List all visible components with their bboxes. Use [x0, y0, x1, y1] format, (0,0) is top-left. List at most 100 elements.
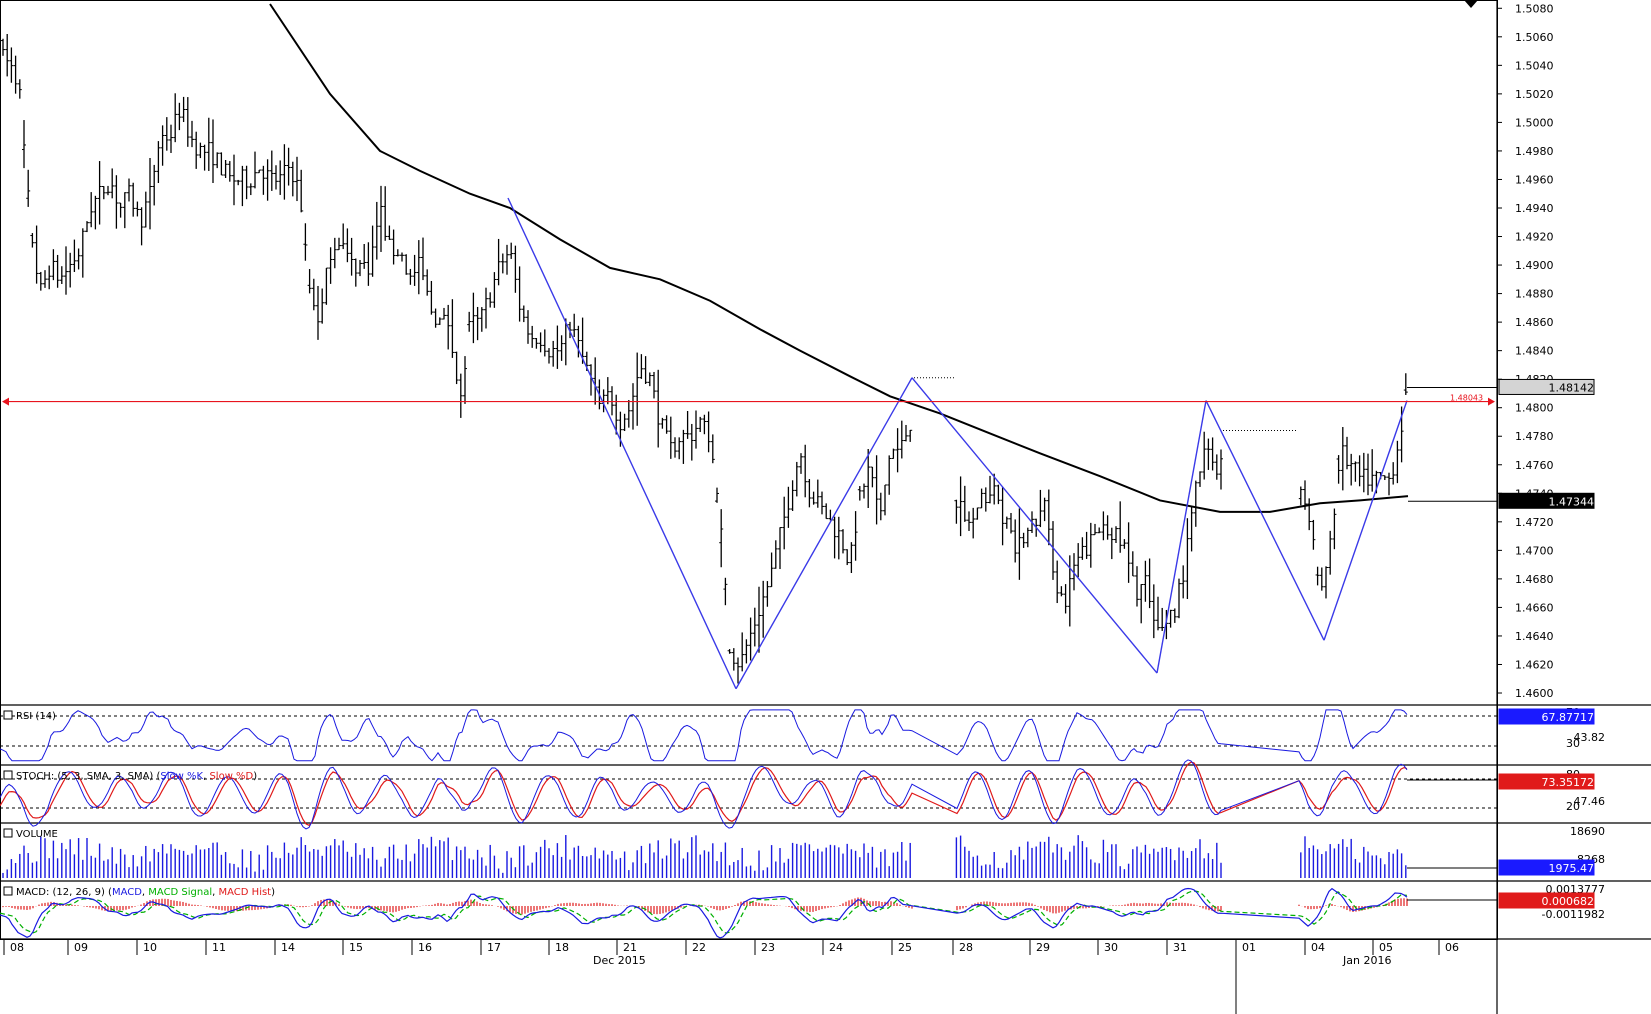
price-bar [786, 486, 791, 528]
price-bar [639, 354, 644, 379]
price-bar [38, 271, 43, 291]
price-bar [731, 648, 736, 671]
price-bar [899, 420, 904, 459]
price-bar [194, 131, 199, 169]
price-bar [110, 168, 115, 199]
price-bar [47, 265, 52, 290]
value-labels: 1.48142 1.47344 67.87717 73.35172 1975.47 0.0… [1464, 0, 1595, 909]
price-bar [1193, 480, 1198, 527]
price-tick-label: 1.4840 [1515, 345, 1554, 358]
price-tick-label: 1.4700 [1515, 544, 1554, 557]
stoch-value: 73.35172 [1542, 776, 1595, 789]
price-tick-label: 1.5060 [1515, 31, 1554, 44]
price-bar [1147, 558, 1152, 609]
moving-average [269, 3, 1409, 513]
price-bar [1172, 608, 1177, 623]
price-bar [555, 325, 560, 369]
price-bar [152, 164, 157, 206]
price-bar [1349, 453, 1354, 486]
price-bar [488, 292, 493, 308]
price-bar [362, 244, 367, 269]
price-bar [1336, 455, 1341, 484]
price-bar [408, 268, 413, 285]
price-bar [1013, 519, 1018, 563]
price-bar [299, 169, 304, 213]
price-bar [1, 38, 5, 56]
price-bar [454, 351, 459, 385]
price-bar [715, 487, 719, 503]
price-tick-label: 1.4680 [1515, 573, 1554, 586]
price-bar [1353, 461, 1358, 482]
moving-average-label: 1.47344 [1549, 495, 1595, 508]
price-bar [1118, 501, 1123, 553]
price-bar [1122, 539, 1127, 549]
label-part: MACD Hist [219, 887, 272, 898]
price-bar [765, 581, 770, 607]
price-bar [345, 228, 350, 263]
price-bar [458, 373, 463, 418]
label-part: MACD Signal [148, 887, 212, 898]
price-bar [17, 79, 22, 99]
price-bar [1072, 553, 1076, 591]
price-bar [1298, 486, 1303, 506]
macd-tick-label: -0.0011982 [1542, 908, 1605, 921]
label-part: Slow %K [160, 771, 203, 782]
price-tick-label: 1.4780 [1515, 430, 1554, 443]
price-bar [1038, 489, 1043, 528]
price-bar [1185, 518, 1190, 599]
price-bar [815, 479, 820, 508]
price-bar [1101, 511, 1106, 541]
price-bar [836, 516, 841, 560]
price-bar [303, 223, 308, 261]
price-bar [694, 410, 698, 449]
price-tick-label: 1.4660 [1515, 601, 1554, 614]
price-tick-label: 1.4880 [1515, 288, 1554, 301]
price-bar [475, 306, 480, 341]
price-bar [358, 259, 362, 277]
price-bar [1126, 522, 1131, 583]
price-bar [1009, 512, 1013, 534]
price-bar [883, 484, 887, 516]
price-bar [723, 577, 728, 606]
price-bar [143, 191, 148, 228]
price-bar [1361, 452, 1366, 493]
price-bar [206, 117, 211, 171]
price-bar [841, 529, 845, 554]
rsi-value-box [1498, 708, 1595, 725]
price-bar [895, 428, 900, 473]
moving-average-label-box [1498, 492, 1595, 509]
price-bar [891, 448, 896, 459]
macd-value: 0.000682 [1542, 895, 1595, 908]
price-bar [1202, 431, 1207, 480]
price-bar [156, 141, 161, 183]
price-bar [664, 415, 669, 434]
price-bar [1143, 560, 1148, 602]
stoch-tick-label: 47.46 [1574, 795, 1606, 808]
price-bar [76, 248, 81, 270]
macd-value-box [1498, 892, 1595, 909]
price-bar [34, 225, 39, 284]
price-bar [253, 151, 257, 189]
price-bar [1135, 566, 1139, 607]
price-bar [1097, 527, 1102, 534]
price-tick-label: 1.4640 [1515, 630, 1554, 643]
stoch-d-line [0, 761, 1408, 827]
price-bar [1307, 498, 1312, 531]
price-bar [656, 369, 661, 448]
price-bar [257, 169, 262, 174]
price-bar [341, 223, 346, 250]
pattern-segment [507, 197, 737, 690]
price-bar [89, 192, 94, 228]
price-bar [702, 414, 707, 435]
price-bar [1063, 584, 1068, 614]
price-bar [282, 144, 287, 200]
price-bar [1042, 497, 1047, 522]
price-bar [1315, 566, 1320, 586]
level-value: 1.48043 [1450, 394, 1483, 403]
price-bar [1059, 586, 1064, 597]
price-bar [1340, 427, 1345, 491]
price-bar [219, 152, 224, 176]
price-bar [80, 228, 85, 278]
price-bar [610, 386, 614, 416]
price-bar [1177, 578, 1181, 619]
